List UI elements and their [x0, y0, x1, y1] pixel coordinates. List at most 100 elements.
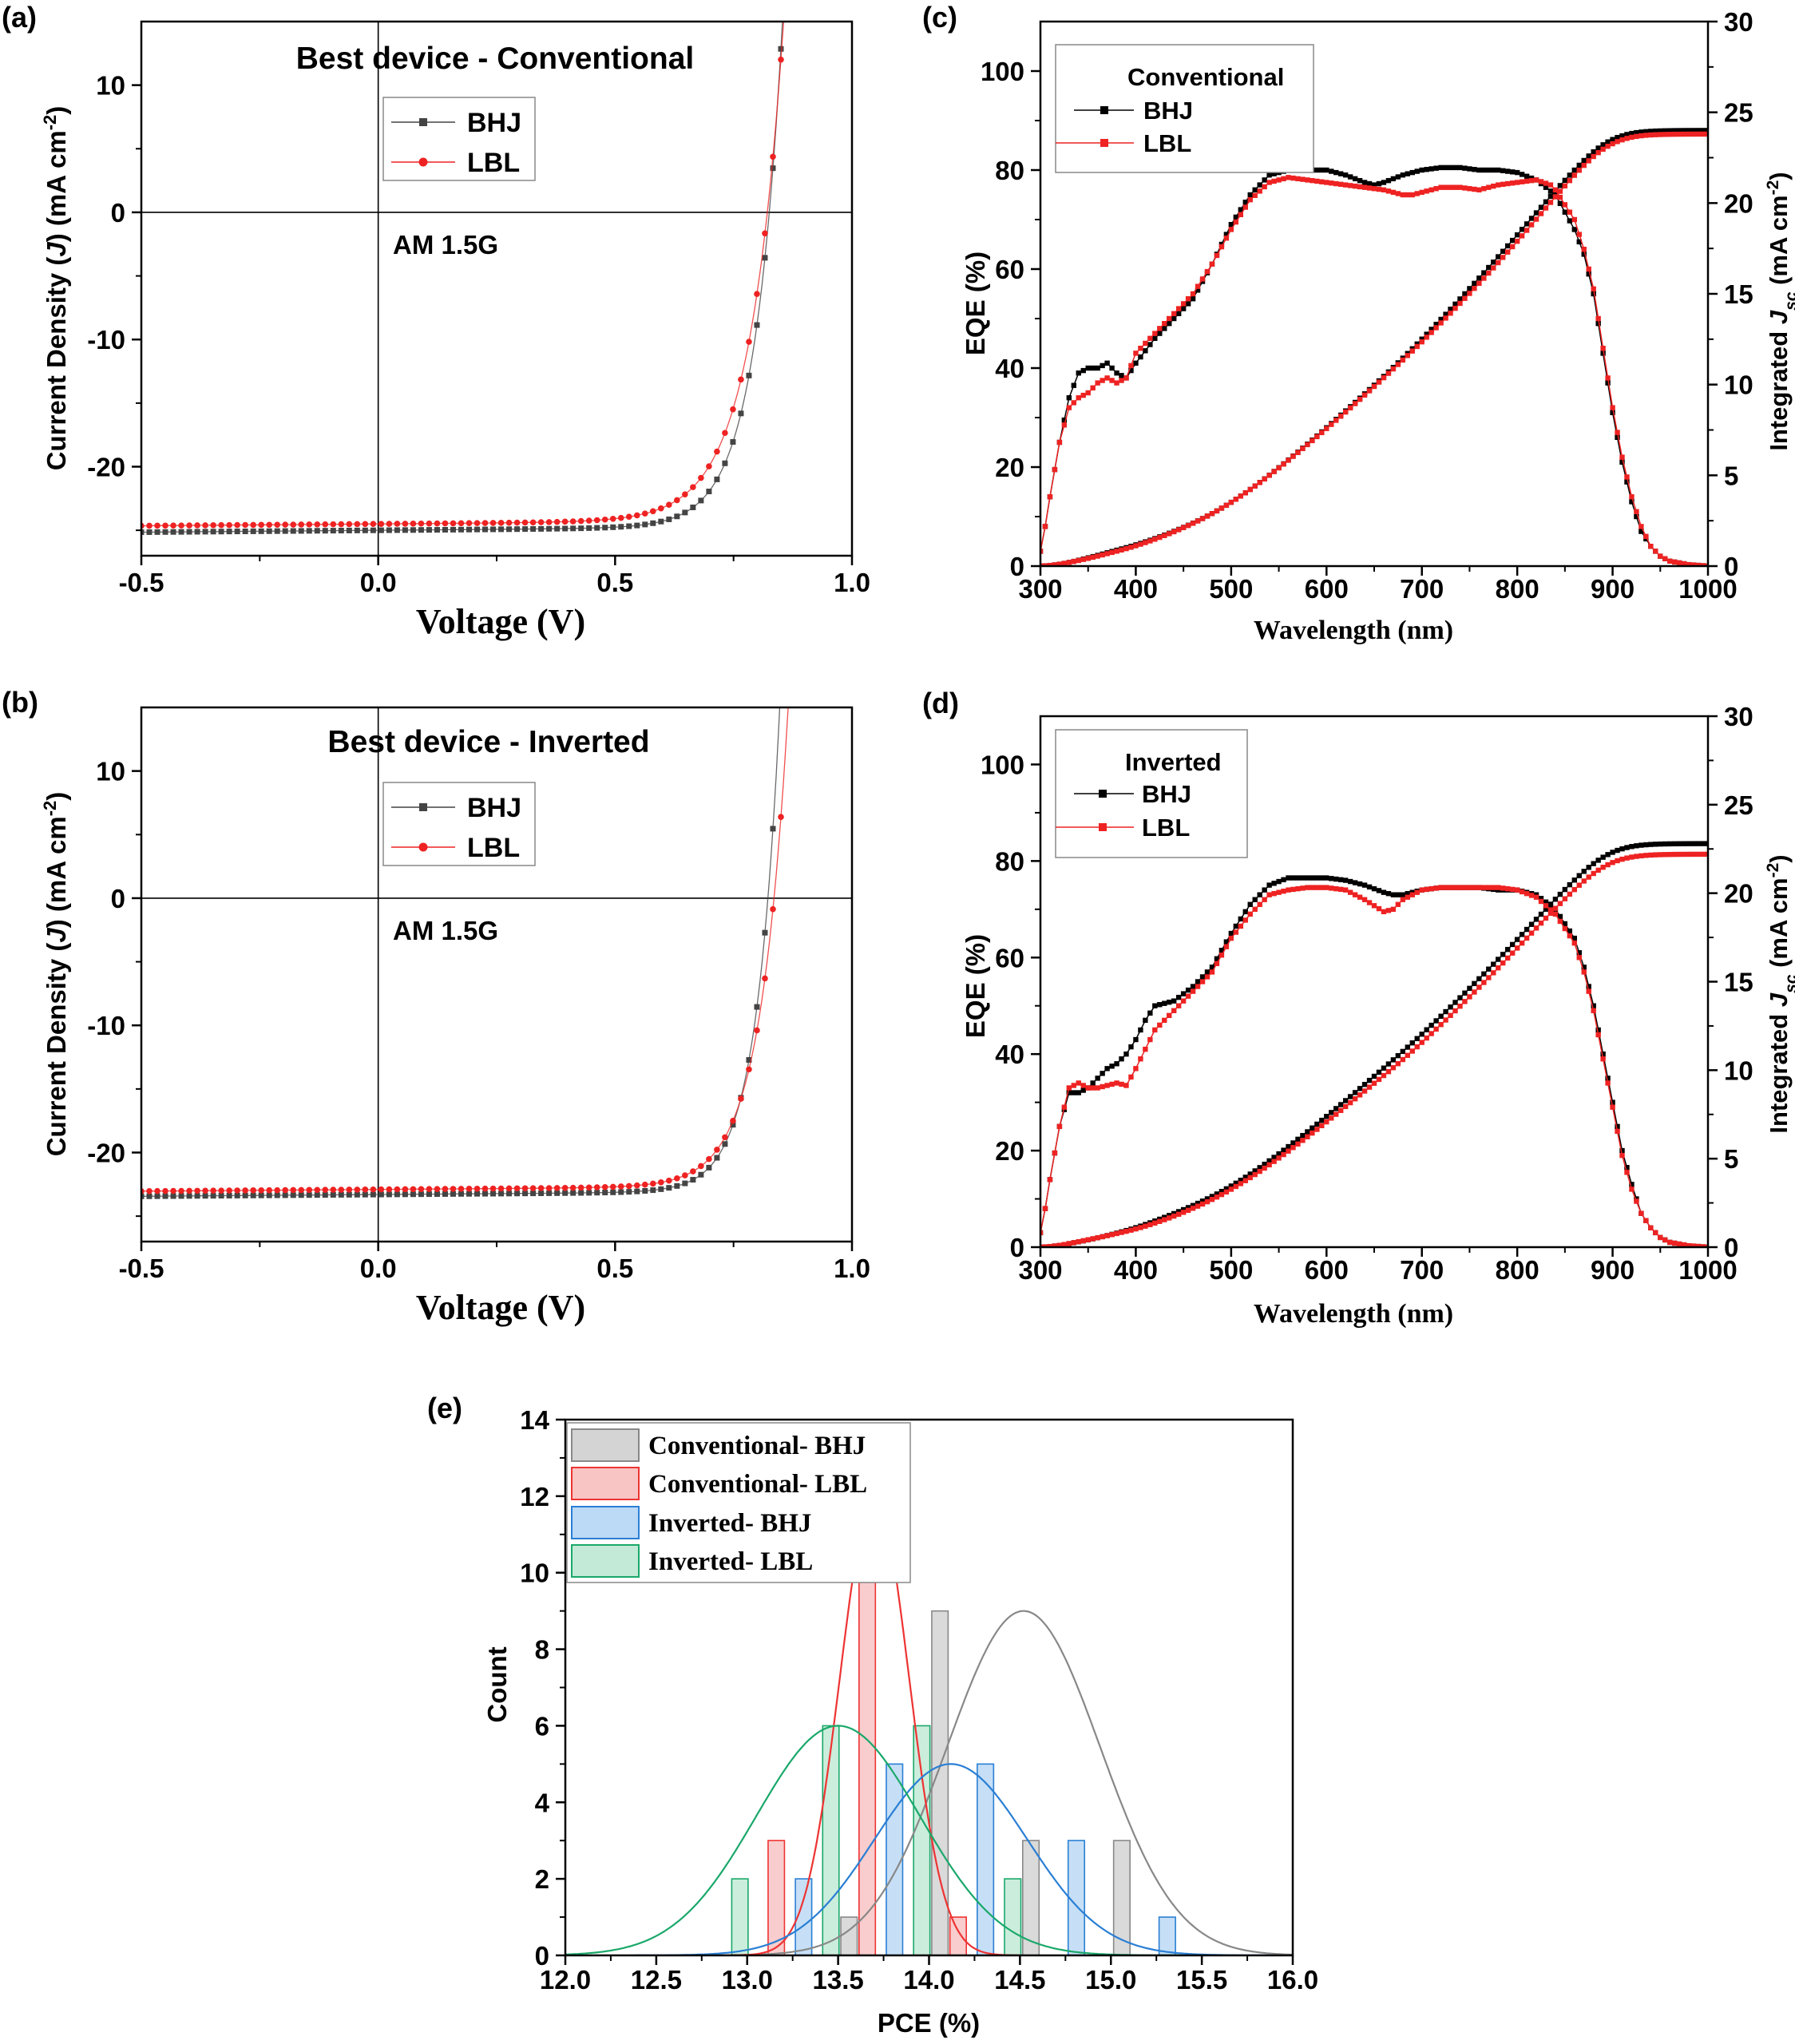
- panel-d-bhj-jsc-point: [1180, 1206, 1187, 1213]
- panel-d-bhj-jsc-point: [1195, 1200, 1201, 1206]
- panel-d-lbl-eqe-point: [1085, 1085, 1091, 1091]
- panel-a-bhj-point: [474, 526, 481, 533]
- panel-a-bhj-point: [141, 529, 145, 536]
- panel-c-legend-bhj-label: BHJ: [1143, 97, 1193, 125]
- panel-d-lbl-jsc-point: [1519, 940, 1525, 946]
- panel-d-lbl-eqe-point: [1600, 1056, 1606, 1062]
- panel-c-lbl-jsc-point: [1167, 531, 1172, 537]
- panel-b-lbl-point: [322, 1186, 329, 1193]
- panel-d-lbl-jsc-point: [1104, 1233, 1110, 1238]
- panel-b-ylabel-italic: J: [42, 928, 71, 943]
- panel-c-lbl-eqe-point: [1247, 197, 1253, 203]
- panel-c-lbl-jsc-point: [1052, 562, 1058, 566]
- panel-c-ticks: 300 400 500 600 700 800 900 1000020406080100051…: [981, 7, 1753, 604]
- panel-b-bhj-point: [314, 1192, 320, 1198]
- panel-b-ylabel-main: Current Density (: [42, 943, 71, 1157]
- panel-d-lbl-jsc-point: [1056, 1242, 1063, 1247]
- panel-e-xtick-label: 14.0: [903, 1965, 954, 1994]
- panel-e-ytick-label: 2: [535, 1864, 549, 1894]
- panel-d-bhj-eqe-point: [1175, 994, 1182, 1000]
- panel-c-lbl-eqe-point: [1481, 186, 1487, 192]
- panel-b-ylabel-close: ): [42, 792, 71, 801]
- panel-b-lbl-point: [633, 1182, 640, 1189]
- panel-c-lbl-jsc-point: [1658, 132, 1663, 137]
- panel-e-bar-inv-lbl: [913, 1725, 931, 1955]
- panel-c-y2label-sub: sc: [1782, 291, 1795, 311]
- panel-c-lbl-jsc-point: [1324, 426, 1329, 431]
- panel-a-lbl-point: [426, 520, 433, 527]
- panel-a-lbl-point: [738, 376, 744, 383]
- panel-c-bhj-jsc-point: [1419, 336, 1425, 342]
- panel-c-lbl-jsc-point: [1619, 137, 1625, 143]
- panel-d-lbl-jsc-point: [1629, 854, 1635, 860]
- panel-d-bhj-jsc-point: [1686, 841, 1692, 846]
- panel-d-bhj-eqe-point: [1600, 1051, 1606, 1057]
- panel-b-xtick-label: 0.5: [596, 1254, 633, 1283]
- panel-b-lbl-point: [354, 1186, 361, 1193]
- panel-c-lbl-jsc-point: [1119, 547, 1124, 553]
- panel-d-bhj-eqe-point: [1095, 1075, 1100, 1081]
- panel-c-bhj-jsc-point: [1519, 227, 1525, 232]
- panel-d-lbl-jsc-point: [1591, 870, 1596, 877]
- panel-b-lbl-point: [386, 1186, 393, 1193]
- panel-c-lbl-eqe-point: [1543, 180, 1549, 186]
- panel-c-bhj-eqe-point: [1171, 315, 1177, 322]
- panel-c-lbl-jsc-point: [1295, 450, 1301, 455]
- panel-d-bhj-eqe-point: [1619, 1147, 1625, 1154]
- panel-d-lbl-jsc-point: [1662, 852, 1668, 858]
- panel-e-xtick-label: 15.0: [1085, 1965, 1136, 1994]
- panel-c-bhj-eqe-point: [1324, 167, 1329, 173]
- panel-c-lbl-eqe-point: [1171, 311, 1177, 316]
- panel-d-bhj-eqe-point: [1204, 969, 1211, 975]
- panel-d-lbl-eqe-point: [1381, 909, 1387, 915]
- panel-c-lbl-eqe-point: [1300, 176, 1306, 182]
- panel-c-lbl-eqe-point: [1567, 209, 1573, 215]
- panel-b-xtick-label: -0.5: [119, 1254, 164, 1283]
- panel-d-bhj-jsc-point: [1300, 1132, 1306, 1139]
- panel-c-lbl-eqe-point: [1591, 286, 1596, 291]
- panel-b-bhj-point: [498, 1190, 505, 1197]
- panel-b-bhj-point: [594, 1190, 600, 1196]
- panel-c-lbl-eqe-point: [1180, 301, 1187, 307]
- panel-c-lbl-jsc-point: [1581, 162, 1587, 168]
- panel-c-lbl-eqe-point: [1076, 395, 1081, 401]
- panel-c-lbl-eqe-point: [1061, 422, 1068, 428]
- panel-c-lbl-eqe-point: [1209, 261, 1215, 267]
- panel-d-bhj-eqe-point: [1352, 880, 1358, 885]
- panel-c-lbl-jsc-point: [1514, 238, 1520, 244]
- panel-e-ytick-label: 10: [520, 1559, 549, 1588]
- panel-a-bhj-point: [186, 529, 192, 535]
- panel-e-fit-conv-bhj: [703, 1610, 1293, 1955]
- panel-d-bhj-jsc-point: [1405, 1044, 1410, 1050]
- panel-d-lbl-eqe-point: [1395, 901, 1401, 907]
- panel-d-y2label-close: ): [1765, 854, 1793, 862]
- panel-d-lbl-jsc-point: [1114, 1230, 1119, 1237]
- panel-c-lbl-eqe-point: [1371, 186, 1377, 192]
- panel-b-lbl-point: [690, 1168, 696, 1175]
- panel-a-lbl-point: [194, 522, 200, 529]
- panel-c-lbl-eqe-point: [1290, 175, 1296, 181]
- panel-d-ytick-label: 0: [1010, 1233, 1024, 1262]
- panel-d-lbl-eqe-point: [1505, 885, 1511, 892]
- panel-c-lbl-jsc-point: [1395, 362, 1401, 367]
- panel-c-lbl-eqe-point: [1595, 315, 1601, 322]
- panel-c-bhj-eqe-point: [1428, 166, 1434, 172]
- panel-d-lbl-eqe-point: [1686, 1242, 1692, 1247]
- panel-b-bhj-point: [402, 1191, 408, 1198]
- panel-c-lbl-eqe-point: [1133, 351, 1139, 356]
- panel-d-lbl-jsc-point: [1419, 1040, 1425, 1045]
- panel-d-bhj-eqe-point: [1333, 876, 1339, 882]
- panel-d-bhj-jsc-point: [1305, 1129, 1310, 1135]
- panel-b-legend-lbl-marker: [418, 842, 428, 852]
- panel-d-lbl-eqe-point: [1390, 906, 1397, 913]
- panel-d-lbl-jsc-point: [1171, 1213, 1177, 1219]
- panel-c-lbl-jsc-point: [1519, 233, 1525, 239]
- panel-d-lbl-eqe-point: [1700, 1244, 1706, 1247]
- panel-d-legend-title: Inverted: [1125, 748, 1222, 776]
- panel-c-lbl-eqe-point: [1329, 180, 1334, 186]
- panel-d-lbl-eqe-point: [1138, 1056, 1143, 1062]
- panel-c-lbl-jsc-point: [1366, 388, 1373, 394]
- panel-d-bhj-jsc-point: [1690, 841, 1697, 846]
- panel-c-lbl-jsc-point: [1095, 553, 1100, 559]
- panel-c-lbl-jsc-point: [1300, 446, 1306, 452]
